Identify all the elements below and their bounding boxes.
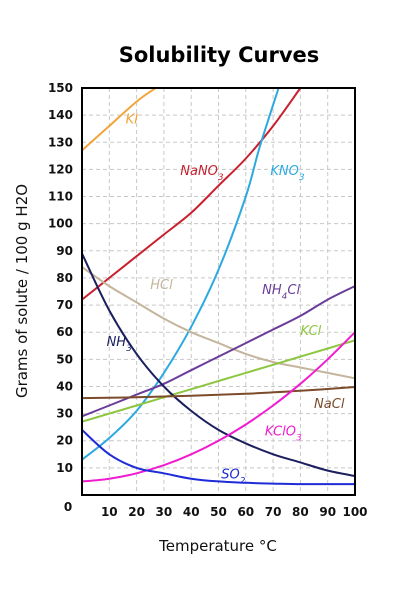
series-label-hcl: HCl: [150, 278, 173, 293]
curve-ki: [82, 87, 157, 152]
series-label-part: KI: [126, 112, 139, 127]
series-label-nacl: NaCl: [314, 397, 345, 412]
series-label-nano3: NaNO3: [180, 164, 224, 183]
curve-nh3: [82, 252, 356, 477]
series-label-part: NH: [107, 335, 127, 350]
x-tick-label: 30: [156, 505, 173, 519]
y-tick-label: 20: [56, 434, 73, 448]
y-tick-label: 110: [48, 190, 73, 204]
curve-kno3: [82, 87, 280, 461]
y-tick-label: 30: [56, 407, 73, 421]
series-label-part: NaNO: [180, 164, 218, 179]
y-tick-label: 60: [56, 325, 73, 339]
series-label-part: NH: [262, 283, 282, 298]
series-label-kcl: KCl: [300, 324, 321, 339]
x-tick-label: 100: [342, 505, 367, 519]
y-tick-label: 150: [48, 81, 73, 95]
series-label-part: 3: [296, 433, 302, 443]
series-label-part: 4: [282, 292, 288, 302]
curve-nano3: [82, 87, 302, 301]
plot-frame: [81, 87, 356, 496]
series-label-part: 3: [126, 344, 132, 354]
series-label-part: 2: [240, 477, 246, 487]
y-tick-label: 140: [48, 108, 73, 122]
curve-so2: [82, 428, 356, 486]
series-label-ki: KI: [126, 112, 139, 127]
series-label-part: KNO: [270, 164, 298, 179]
series-label-part: HCl: [150, 278, 173, 293]
series-label-part: Cl: [287, 283, 300, 298]
y-tick-labels: 10 20 30 40 50 60 70 80 90 100 110 120 130 140 150: [48, 81, 73, 475]
series-label-part: NaCl: [314, 397, 345, 412]
x-tick-label: 60: [237, 505, 254, 519]
chart-title: Solubility Curves: [119, 43, 320, 67]
y-tick-label: 40: [56, 379, 73, 393]
series-label-so2: SO2: [221, 468, 245, 487]
series-label-nh3: NH3: [107, 335, 133, 354]
x-tick-label: 20: [128, 505, 145, 519]
y-axis-label: Grams of solute / 100 g H2O: [13, 184, 31, 398]
x-tick-label: 50: [210, 505, 227, 519]
x-tick-label: 80: [292, 505, 309, 519]
x-tick-label: 40: [183, 505, 200, 519]
y-tick-label: 50: [56, 352, 73, 366]
x-tick-label: 70: [265, 505, 282, 519]
series-label-kno3: KNO3: [270, 164, 304, 183]
y-axis-label-text: Grams of solute / 100 g H2O: [13, 184, 31, 398]
curve-nacl: [82, 386, 356, 400]
y-tick-label: 130: [48, 135, 73, 149]
series-label-nh4cl: NH4Cl: [262, 283, 300, 302]
origin-label: 0: [64, 500, 72, 514]
series-label-part: KClO: [265, 424, 296, 439]
y-tick-label: 10: [56, 461, 73, 475]
x-tick-labels: 10 20 30 40 50 60 70 80 90 100: [101, 505, 368, 519]
series-label-part: SO: [221, 468, 239, 483]
series-label-part: 3: [299, 173, 305, 183]
grid: [82, 88, 355, 495]
x-axis-label-text: Temperature °C: [158, 537, 277, 555]
x-tick-label: 90: [319, 505, 336, 519]
series-label-part: 3: [218, 173, 224, 183]
series-label-kclo3: KClO3: [265, 424, 302, 443]
y-tick-label: 100: [48, 217, 73, 231]
curve-kclo3: [82, 331, 356, 483]
curve-kcl: [82, 339, 356, 423]
x-axis-label: Temperature °C: [158, 537, 277, 555]
curve-hcl: [82, 266, 356, 380]
x-tick-label: 10: [101, 505, 118, 519]
y-tick-label: 70: [56, 298, 73, 312]
y-tick-label: 80: [56, 271, 73, 285]
series-label-part: KCl: [300, 324, 321, 339]
y-tick-label: 90: [56, 244, 73, 258]
curves: [82, 87, 356, 486]
y-tick-label: 120: [48, 162, 73, 176]
